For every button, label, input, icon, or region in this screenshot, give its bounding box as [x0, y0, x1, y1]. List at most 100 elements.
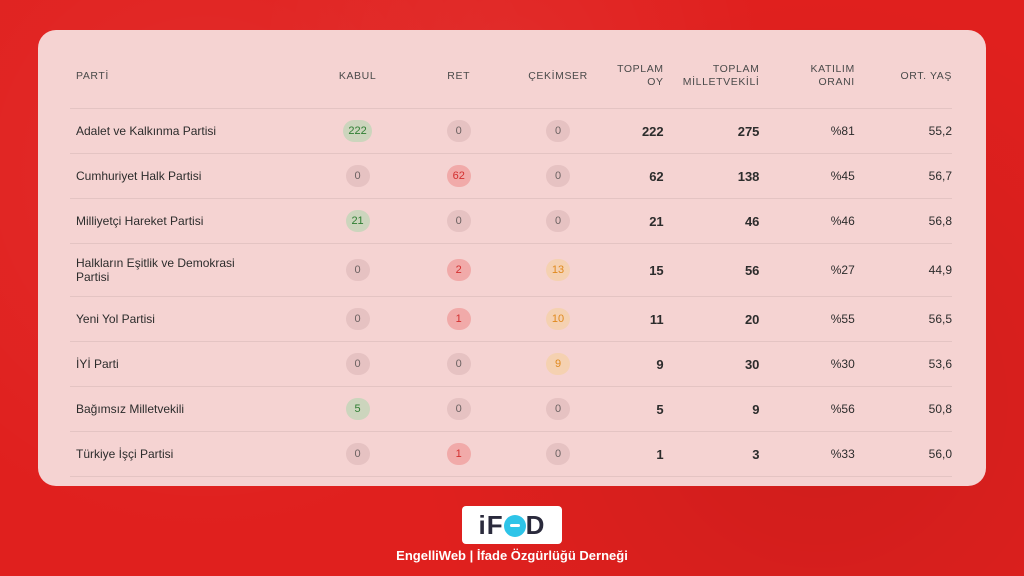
cekimser-badge: 0: [546, 210, 571, 232]
header-toplam-milletvekili: TOPLAM MİLLETVEKİLİ: [664, 44, 760, 109]
kabul-badge: 0: [345, 443, 370, 465]
kabul-cell: 0: [311, 431, 404, 477]
toplam-milletvekili-cell: 138: [663, 153, 760, 199]
ort-yas-cell: 44,9: [854, 243, 952, 297]
ret-badge: 0: [446, 120, 471, 142]
cekimser-badge: 10: [546, 308, 571, 330]
header-cekimser: ÇEKİMSER: [528, 69, 588, 82]
cekimser-cell: 9: [514, 341, 602, 387]
ret-cell: 0: [403, 386, 515, 432]
party-name-line2: Partisi: [76, 270, 110, 284]
toplam-milletvekili-cell: 9: [663, 386, 760, 432]
party-name-cell: Türkiye İşçi Partisi: [70, 431, 312, 477]
table-row: Halkların Eşitlik ve Demokrasi Partisi 0 2 1…: [70, 243, 952, 297]
toplam-oy-cell: 11: [601, 296, 664, 342]
cekimser-cell: 0: [514, 431, 602, 477]
logo-text-suffix: D: [525, 510, 546, 540]
ret-cell: 2: [403, 243, 515, 297]
ret-badge: 0: [446, 353, 471, 375]
ort-yas-cell: 56,8: [854, 198, 952, 244]
kabul-cell: 21: [311, 198, 404, 244]
toplam-milletvekili-cell: 3: [663, 431, 760, 477]
cekimser-cell: 10: [514, 296, 602, 342]
kabul-cell: 0: [311, 243, 404, 297]
header-ort-yas: ORT. YAŞ: [900, 69, 952, 82]
ort-yas-cell: 56,7: [854, 153, 952, 199]
header-toplam-mv-line1: TOPLAM: [712, 63, 760, 75]
table-row: Türkiye İşçi Partisi 0 1 0 1 3 %33 56,0: [70, 431, 952, 477]
katilim-orani-cell: %81: [759, 108, 855, 154]
ort-yas-cell: 53,6: [854, 341, 952, 387]
ret-cell: 1: [403, 431, 515, 477]
cekimser-cell: 13: [514, 243, 602, 297]
header-kabul: KABUL: [338, 69, 377, 82]
toplam-milletvekili-cell: 56: [663, 243, 760, 297]
ret-cell: 1: [403, 296, 515, 342]
cekimser-cell: 0: [514, 108, 602, 154]
party-name-cell: İYİ Parti: [70, 341, 312, 387]
toplam-oy-cell: 21: [601, 198, 664, 244]
party-name-cell: Cumhuriyet Halk Partisi: [70, 153, 312, 199]
cekimser-cell: 0: [514, 386, 602, 432]
toplam-oy-cell: 5: [601, 386, 664, 432]
kabul-badge: 222: [343, 120, 372, 142]
header-toplam-mv-line2: MİLLETVEKİLİ: [682, 76, 760, 88]
toplam-milletvekili-cell: 46: [663, 198, 760, 244]
party-name-cell: Yeni Yol Partisi: [70, 296, 312, 342]
cekimser-badge: 9: [546, 353, 571, 375]
table-header-row: PARTİ KABUL RET ÇEKİMSER TOPLAM OY TOPLA…: [70, 44, 952, 109]
katilim-orani-cell: %27: [759, 243, 855, 297]
ifod-logo: iF D: [462, 506, 562, 544]
speech-bubble-icon: [503, 515, 526, 537]
vote-results-table: PARTİ KABUL RET ÇEKİMSER TOPLAM OY TOPLA…: [70, 44, 952, 477]
kabul-badge: 0: [345, 308, 370, 330]
header-ret: RET: [447, 69, 471, 82]
cekimser-badge: 13: [546, 259, 571, 281]
party-name: Milliyetçi Hareket Partisi: [76, 214, 204, 228]
party-name: Halkların Eşitlik ve Demokrasi: [76, 256, 235, 270]
cekimser-badge: 0: [546, 165, 571, 187]
kabul-cell: 0: [311, 341, 404, 387]
kabul-badge: 0: [345, 165, 370, 187]
party-name: İYİ Parti: [76, 357, 119, 371]
party-name: Yeni Yol Partisi: [76, 312, 155, 326]
kabul-badge: 0: [345, 353, 370, 375]
table-row: Milliyetçi Hareket Partisi 21 0 0 21 46 %46 56,…: [70, 198, 952, 244]
results-card: PARTİ KABUL RET ÇEKİMSER TOPLAM OY TOPLA…: [38, 30, 986, 486]
ret-badge: 0: [446, 210, 471, 232]
party-name: Cumhuriyet Halk Partisi: [76, 169, 202, 183]
party-name-cell: Adalet ve Kalkınma Partisi: [70, 108, 312, 154]
table-row: Adalet ve Kalkınma Partisi 222 0 0 222 275 %81…: [70, 108, 952, 154]
ort-yas-cell: 50,8: [854, 386, 952, 432]
toplam-oy-cell: 15: [601, 243, 664, 297]
toplam-oy-cell: 9: [601, 341, 664, 387]
toplam-oy-cell: 62: [601, 153, 664, 199]
katilim-orani-cell: %56: [759, 386, 855, 432]
toplam-milletvekili-cell: 30: [663, 341, 760, 387]
cekimser-cell: 0: [514, 153, 602, 199]
ret-cell: 62: [403, 153, 515, 199]
ret-badge: 1: [446, 443, 471, 465]
ret-badge: 2: [446, 259, 471, 281]
ret-cell: 0: [403, 341, 515, 387]
header-toplam-oy: TOPLAM OY: [617, 63, 664, 88]
cekimser-cell: 0: [514, 198, 602, 244]
ret-badge: 1: [446, 308, 471, 330]
logo-text-prefix: iF: [478, 510, 504, 540]
table-row: Cumhuriyet Halk Partisi 0 62 0 62 138 %45 56,7: [70, 153, 952, 199]
ort-yas-cell: 56,5: [854, 296, 952, 342]
party-name: Bağımsız Milletvekili: [76, 402, 185, 416]
ret-cell: 0: [403, 108, 515, 154]
header-katilim-line2: ORANI: [818, 76, 855, 88]
header-katilim-line1: KATILIM: [810, 63, 855, 75]
katilim-orani-cell: %33: [759, 431, 855, 477]
header-katilim-orani: KATILIM ORANI: [759, 44, 855, 109]
toplam-milletvekili-cell: 275: [663, 108, 760, 154]
toplam-oy-cell: 1: [601, 431, 664, 477]
party-name-cell: Milliyetçi Hareket Partisi: [70, 198, 312, 244]
cekimser-badge: 0: [546, 443, 571, 465]
cekimser-badge: 0: [546, 120, 571, 142]
katilim-orani-cell: %45: [759, 153, 855, 199]
katilim-orani-cell: %46: [759, 198, 855, 244]
kabul-badge: 21: [345, 210, 370, 232]
